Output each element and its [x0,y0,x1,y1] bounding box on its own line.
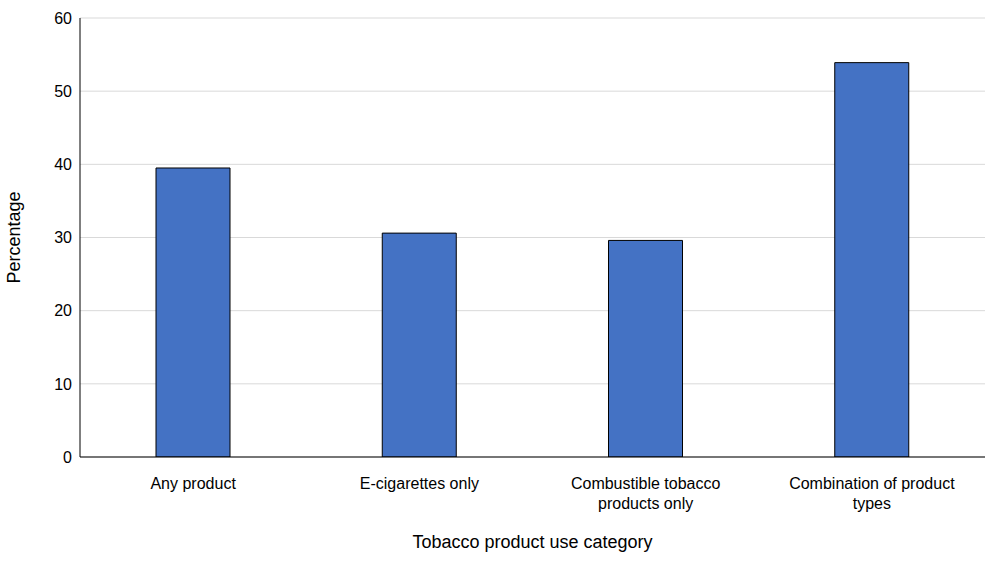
svg-text:Combustible tobaccoproducts on: Combustible tobaccoproducts only [571,475,721,512]
svg-text:60: 60 [54,10,72,27]
svg-text:0: 0 [63,449,72,466]
svg-text:50: 50 [54,83,72,100]
svg-text:Combination of producttypes: Combination of producttypes [789,475,955,512]
svg-text:20: 20 [54,302,72,319]
svg-text:40: 40 [54,156,72,173]
svg-text:30: 30 [54,229,72,246]
svg-text:10: 10 [54,376,72,393]
svg-text:Tobacco product use category: Tobacco product use category [412,532,652,552]
svg-text:Any product: Any product [150,475,236,492]
svg-text:Percentage: Percentage [8,191,24,283]
svg-text:E-cigarettes only: E-cigarettes only [360,475,479,492]
